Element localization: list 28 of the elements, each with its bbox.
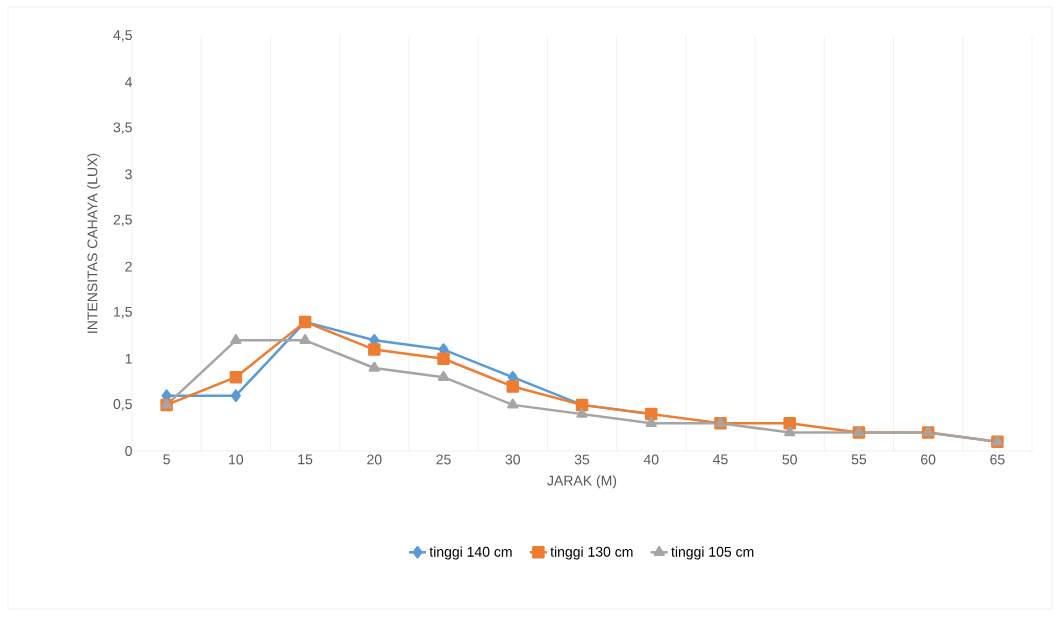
y-tick-label: 1,5 [114, 306, 132, 319]
y-axis-title: INTENSITAS CAHAYA (LUX) [87, 153, 101, 333]
x-tick-label: 30 [505, 454, 521, 465]
legend-label: tinggi 130 cm [550, 546, 633, 560]
y-tick-label: 1 [125, 353, 132, 364]
x-tick-label: 5 [163, 454, 170, 465]
x-tick-label: 15 [298, 454, 313, 465]
x-tick-label: 40 [643, 454, 659, 465]
x-tick-label: 65 [990, 454, 1005, 465]
y-tick-label: 2,5 [113, 214, 132, 227]
x-tick-label: 25 [436, 454, 451, 465]
x-axis-title: JARAK (M) [547, 475, 617, 489]
x-tick-label: 60 [921, 454, 936, 465]
x-tick-label: 10 [229, 454, 244, 465]
y-tick-label: 3 [125, 169, 132, 180]
x-tick-label: 50 [782, 454, 797, 465]
y-tick-label: 2 [125, 261, 132, 272]
x-tick-label: 45 [712, 454, 728, 465]
y-tick-label: 3,5 [113, 122, 132, 134]
y-tick-label: 0 [125, 446, 132, 456]
x-tick-label: 35 [574, 454, 590, 465]
y-tick-label: 4,5 [113, 30, 132, 42]
x-tick-label: 55 [851, 454, 867, 465]
x-tick-label: 20 [367, 454, 382, 465]
y-tick-label: 4 [125, 77, 133, 87]
y-tick-label: 0,5 [113, 399, 132, 411]
legend-label: tinggi 105 cm [671, 546, 754, 560]
legend-label: tinggi 140 cm [429, 546, 512, 560]
